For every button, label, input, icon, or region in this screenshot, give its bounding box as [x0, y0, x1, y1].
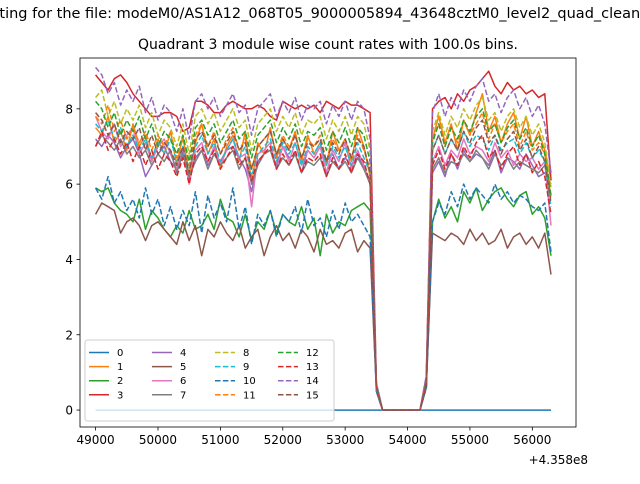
x-tick-label: 49000: [77, 433, 115, 447]
legend-label-9: 9: [243, 362, 249, 373]
legend-label-10: 10: [243, 376, 256, 387]
x-tick-label: 53000: [326, 433, 364, 447]
legend-label-14: 14: [306, 376, 319, 387]
axis-ticks: 49000 50000 51000 52000 53000 54000 55000 56000…: [65, 102, 551, 447]
legend-label-15: 15: [306, 390, 319, 401]
legend-label-8: 8: [243, 348, 249, 359]
legend-label-0: 0: [117, 348, 123, 359]
legend-box: [84, 339, 335, 422]
figure-suptitle: Plotting for the file: modeM0/AS1A12_068…: [0, 6, 640, 22]
y-tick-label: 8: [65, 102, 73, 116]
series-line-15: [95, 112, 552, 411]
legend-label-3: 3: [117, 390, 123, 401]
legend-label-13: 13: [306, 362, 319, 373]
x-tick-label: 52000: [264, 433, 302, 447]
series-line-7: [94, 134, 552, 411]
x-offset-label: +4.358e8: [529, 453, 588, 467]
x-tick-label: 54000: [388, 433, 426, 447]
x-tick-label: 56000: [513, 433, 551, 447]
x-tick-label: 51000: [201, 433, 239, 447]
legend-label-7: 7: [180, 390, 186, 401]
plot-area: [94, 66, 552, 411]
legend-label-1: 1: [117, 362, 123, 373]
x-tick-label: 55000: [451, 433, 489, 447]
y-tick-label: 4: [65, 253, 73, 267]
series-line-10: [94, 175, 552, 411]
chart-title: Quadrant 3 module wise count rates with …: [138, 37, 518, 53]
legend-label-2: 2: [117, 376, 123, 387]
series-line-8: [95, 89, 552, 411]
axes-frame: [79, 57, 577, 428]
x-tick-label: 50000: [139, 433, 177, 447]
series-lines: [94, 66, 552, 411]
y-tick-label: 2: [65, 328, 73, 342]
series-line-12: [95, 100, 552, 411]
series-line-5: [94, 202, 552, 411]
legend-label-12: 12: [306, 348, 319, 359]
series-line-13: [94, 130, 552, 411]
legend-label-6: 6: [180, 376, 186, 387]
legend-label-11: 11: [243, 390, 256, 401]
series-line-14: [95, 66, 552, 411]
y-tick-label: 6: [65, 178, 73, 192]
legend-label-4: 4: [180, 348, 186, 359]
y-tick-label: 0: [65, 404, 73, 418]
legend-label-5: 5: [180, 362, 186, 373]
